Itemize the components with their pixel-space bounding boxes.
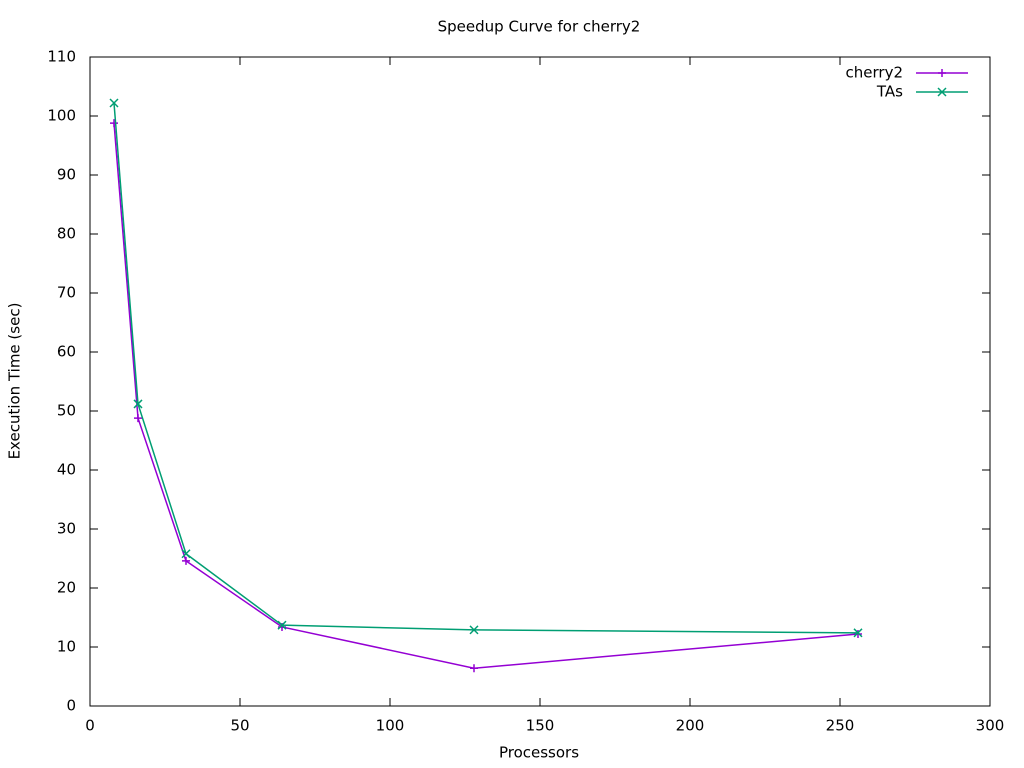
point-marker [277, 620, 287, 630]
y-tick-label: 60 [57, 343, 76, 361]
y-tick-label: 0 [66, 697, 76, 715]
legend-marker [938, 69, 946, 77]
legend-label: cherry2 [846, 64, 903, 82]
point-marker [469, 625, 479, 635]
y-tick-label: 30 [57, 520, 76, 538]
point-marker [470, 664, 478, 673]
point-marker [181, 549, 191, 559]
point-marker [133, 399, 143, 409]
y-tick-label: 80 [57, 225, 76, 243]
y-tick-label: 90 [57, 166, 76, 184]
y-axis-label: Execution Time (sec) [6, 303, 24, 460]
series-line [113, 102, 859, 634]
legend-marker [937, 87, 947, 97]
point-marker [182, 556, 190, 565]
y-tick-label: 50 [57, 402, 76, 420]
point-marker [110, 119, 118, 128]
y-tick-label: 10 [57, 638, 76, 656]
y-tick-label: 110 [47, 48, 76, 66]
x-axis-label: Processors [499, 744, 579, 762]
x-tick-label: 150 [526, 717, 555, 735]
y-tick-label: 20 [57, 579, 76, 597]
y-tick-label: 70 [57, 284, 76, 302]
x-tick-label: 0 [85, 717, 95, 735]
legend-label: TAs [876, 83, 903, 101]
point-marker [134, 414, 142, 423]
point-marker [109, 98, 119, 108]
series-line [113, 123, 859, 669]
x-tick-label: 100 [376, 717, 405, 735]
y-tick-label: 40 [57, 461, 76, 479]
x-tick-label: 50 [230, 717, 249, 735]
point-marker [853, 628, 863, 638]
chart-title: Speedup Curve for cherry2 [438, 18, 641, 36]
point-marker [854, 630, 862, 639]
x-tick-label: 250 [826, 717, 855, 735]
y-tick-label: 100 [47, 107, 76, 125]
x-tick-label: 200 [676, 717, 705, 735]
x-tick-label: 300 [976, 717, 1005, 735]
